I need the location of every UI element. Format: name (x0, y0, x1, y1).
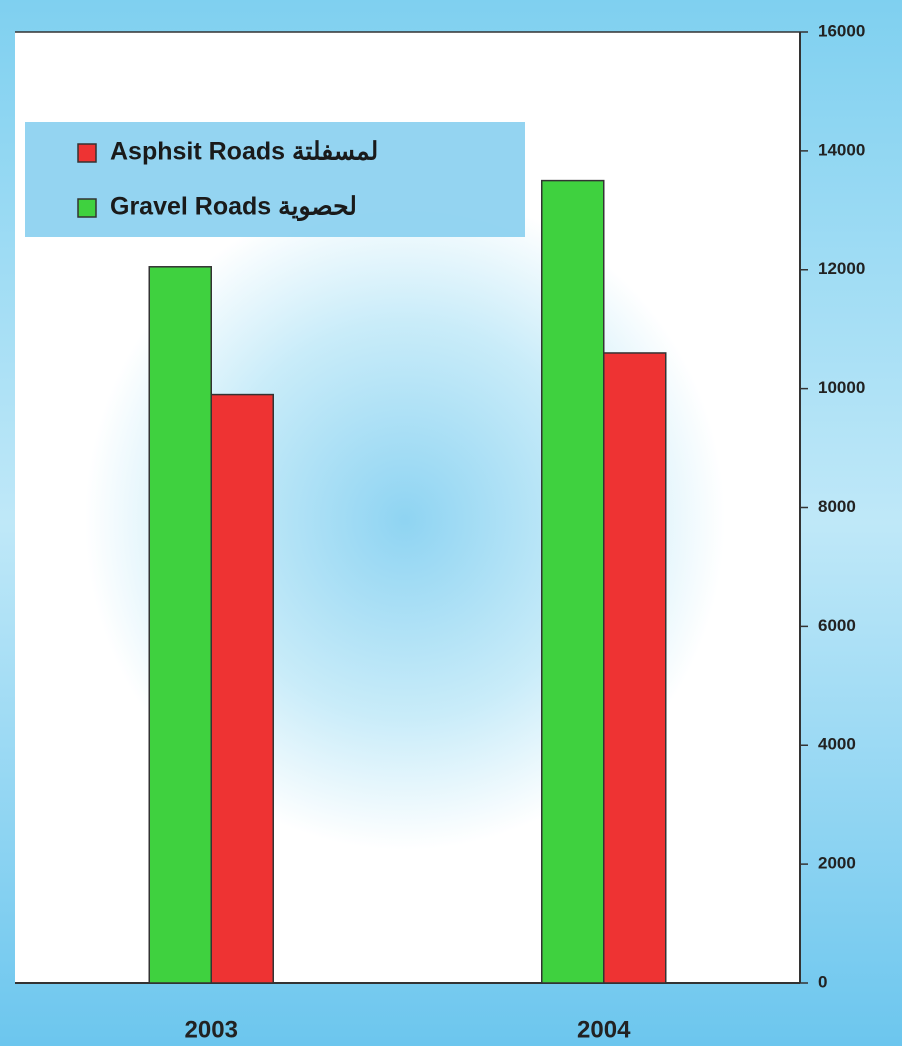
x-tick-label: 2003 (185, 1016, 238, 1043)
y-tick-label: 0 (818, 972, 827, 991)
y-tick-label: 10000 (818, 378, 865, 397)
legend-swatch (77, 143, 97, 163)
x-tick-label: 2004 (577, 1016, 631, 1043)
bar (603, 352, 667, 984)
y-tick-label: 2000 (818, 854, 856, 873)
bar (541, 179, 605, 984)
y-tick-label: 8000 (818, 497, 856, 516)
legend-label: Gravel Roads لحصوية (110, 193, 357, 222)
y-tick-label: 6000 (818, 616, 856, 635)
y-tick-label: 4000 (818, 735, 856, 754)
bar (148, 266, 212, 984)
legend-swatch (77, 198, 97, 218)
legend-label: Asphsit Roads لمسفلتة (110, 138, 378, 166)
y-tick-label: 14000 (818, 140, 865, 159)
y-tick-label: 12000 (818, 259, 865, 278)
bar (210, 393, 274, 984)
legend-box (25, 122, 525, 237)
y-tick-label: 16000 (818, 21, 865, 40)
